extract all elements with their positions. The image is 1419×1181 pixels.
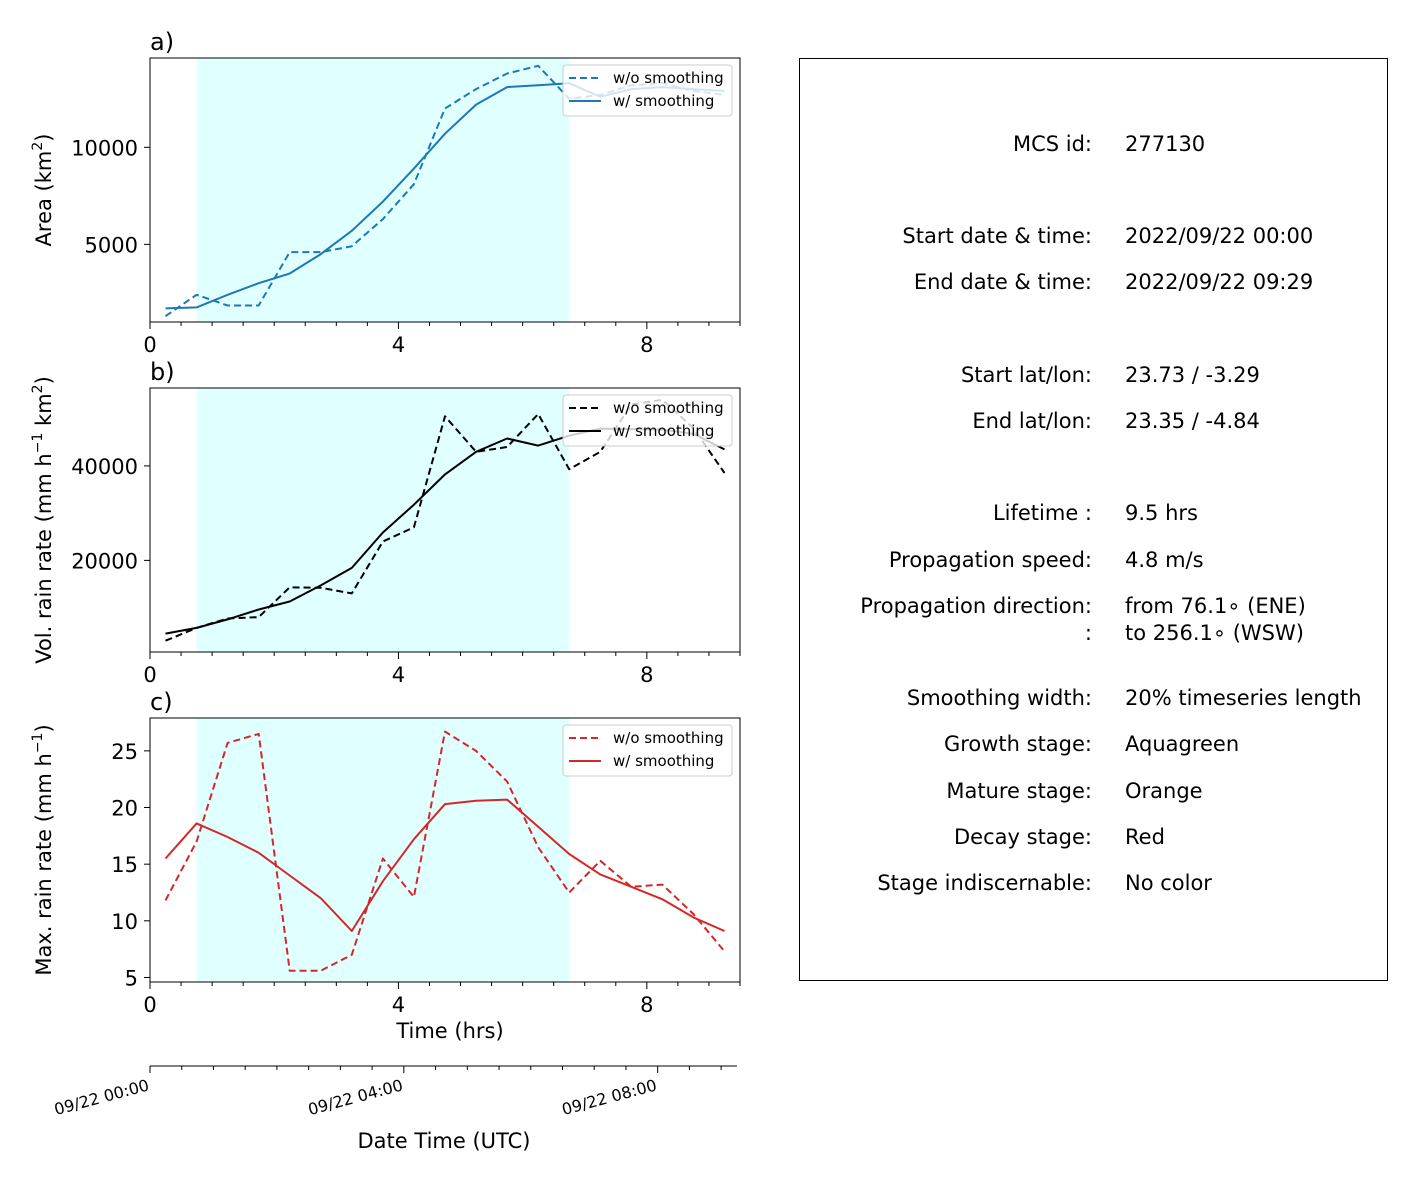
y-tick-label: 25	[111, 740, 138, 764]
info-label: MCS id:	[1012, 132, 1092, 156]
x-tick-label: 4	[392, 663, 405, 687]
info-value: Orange	[1125, 779, 1203, 803]
info-value: 2022/09/22 00:00	[1125, 224, 1314, 248]
info-value: from 76.1∘ (ENE)	[1125, 594, 1306, 618]
x-tick-label: 4	[392, 993, 405, 1017]
legend: w/o smoothing w/ smoothing	[562, 394, 733, 447]
datetime-tick-label: 09/22 04:00	[306, 1076, 405, 1120]
y-axis-label-superscript: −1	[30, 733, 46, 754]
y-axis-label-superscript: 2	[30, 384, 46, 393]
info-value: Red	[1125, 825, 1165, 849]
y-tick-label: 10000	[71, 136, 138, 160]
x-tick-label: 8	[640, 333, 653, 357]
legend: w/o smoothing w/ smoothing	[562, 64, 733, 117]
axes-frame	[149, 717, 741, 983]
y-axis-label-superscript: −1	[30, 433, 46, 454]
y-axis-label-superscript: 2	[30, 142, 46, 151]
y-axis-label-part: Vol. rain rate (mm h	[32, 453, 56, 664]
panel-label: c)	[150, 688, 173, 716]
info-label: Propagation direction:	[860, 594, 1092, 618]
info-label: Start date & time:	[902, 224, 1092, 248]
info-value: 9.5 hrs	[1125, 501, 1198, 525]
y-tick-label: 15	[111, 853, 138, 877]
y-axis-label: Max. rain rate (mm h−1)	[30, 724, 56, 975]
info-label: Start lat/lon:	[960, 363, 1092, 387]
axes-frame	[149, 57, 741, 323]
y-tick-label: 5	[125, 966, 138, 990]
legend-label: w/ smoothing	[613, 752, 714, 770]
info-label: Smoothing width:	[906, 686, 1092, 710]
panel-2: w/o smoothing w/ smoothing 5 10 15 20 25 0 4 8 c) M…	[30, 688, 741, 1043]
y-axis-label-part: Max. rain rate (mm h	[32, 753, 56, 976]
axes-frame	[149, 387, 741, 653]
info-value: to 256.1∘ (WSW)	[1125, 621, 1304, 645]
info-label: Decay stage:	[954, 825, 1092, 849]
x-tick-label: 8	[640, 993, 653, 1017]
legend-label: w/o smoothing	[613, 399, 724, 417]
legend-label: w/o smoothing	[613, 69, 724, 87]
legend-label: w/ smoothing	[613, 422, 714, 440]
datetime-tick-label: 09/22 08:00	[560, 1076, 659, 1120]
info-label: Stage indiscernable:	[877, 871, 1092, 895]
legend-label: w/ smoothing	[613, 92, 714, 110]
info-value: 4.8 m/s	[1125, 548, 1204, 572]
info-value: Aquagreen	[1125, 732, 1240, 756]
legend-box	[562, 394, 733, 447]
info-value: 20% timeseries length	[1125, 686, 1362, 710]
info-label: Lifetime :	[992, 501, 1092, 525]
y-tick-label: 10	[111, 910, 138, 934]
shaded-span	[196, 718, 570, 982]
datetime-axis: 09/22 00:00 09/22 04:00 09/22 08:00 Date Ti…	[52, 1065, 737, 1153]
y-axis-label-part: )	[32, 134, 56, 142]
info-value: 2022/09/22 09:29	[1125, 270, 1314, 294]
info-value: No color	[1125, 871, 1212, 895]
series-line-raw	[164, 730, 726, 972]
y-tick-label: 20000	[71, 549, 138, 573]
info-label: Propagation speed:	[888, 548, 1092, 572]
info-label: :	[1084, 621, 1092, 645]
x-axis-label: Time (hrs)	[395, 1019, 503, 1043]
x-tick-label: 8	[640, 663, 653, 687]
shaded-span	[196, 388, 570, 652]
x-tick-label: 0	[143, 993, 156, 1017]
info-label: Mature stage:	[946, 779, 1092, 803]
info-label: End lat/lon:	[972, 409, 1092, 433]
y-axis-label: Vol. rain rate (mm h−1 km2)	[30, 376, 56, 664]
y-axis-label-part: )	[32, 724, 56, 732]
y-axis-label: Area (km2)	[30, 134, 56, 247]
panel-1: w/o smoothing w/ smoothing 20000 40000 0 4 8 b)…	[30, 358, 741, 687]
y-tick-label: 20	[111, 797, 138, 821]
panel-0: w/o smoothing w/ smoothing 5000 10000 0 4 8 a) A…	[30, 28, 741, 357]
y-axis-label-part: )	[32, 376, 56, 384]
shaded-span	[196, 58, 570, 322]
panel-label: a)	[150, 28, 174, 56]
legend-box	[562, 724, 733, 777]
y-tick-label: 40000	[71, 455, 138, 479]
info-label: End date & time:	[913, 270, 1092, 294]
datetime-tick-label: 09/22 00:00	[52, 1076, 151, 1120]
panel-label: b)	[150, 358, 175, 386]
y-tick-label: 5000	[85, 233, 138, 257]
info-value: 23.73 / -3.29	[1125, 363, 1260, 387]
legend-box	[562, 64, 733, 117]
x-tick-label: 4	[392, 333, 405, 357]
y-axis-label-part: km	[32, 393, 56, 432]
info-value: 23.35 / -4.84	[1125, 409, 1260, 433]
info-label: Growth stage:	[943, 732, 1092, 756]
legend-label: w/o smoothing	[613, 729, 724, 747]
x-tick-label: 0	[143, 333, 156, 357]
x-tick-label: 0	[143, 663, 156, 687]
info-value: 277130	[1125, 132, 1206, 156]
series-line-smoothed	[164, 798, 725, 932]
series-line-raw	[165, 398, 726, 642]
legend: w/o smoothing w/ smoothing	[562, 724, 733, 777]
datetime-axis-label: Date Time (UTC)	[358, 1129, 531, 1153]
mcs-info-panel: MCS id: 277130 Start date & time: 2022/0…	[799, 58, 1388, 981]
y-axis-label-part: Area (km	[32, 151, 56, 247]
